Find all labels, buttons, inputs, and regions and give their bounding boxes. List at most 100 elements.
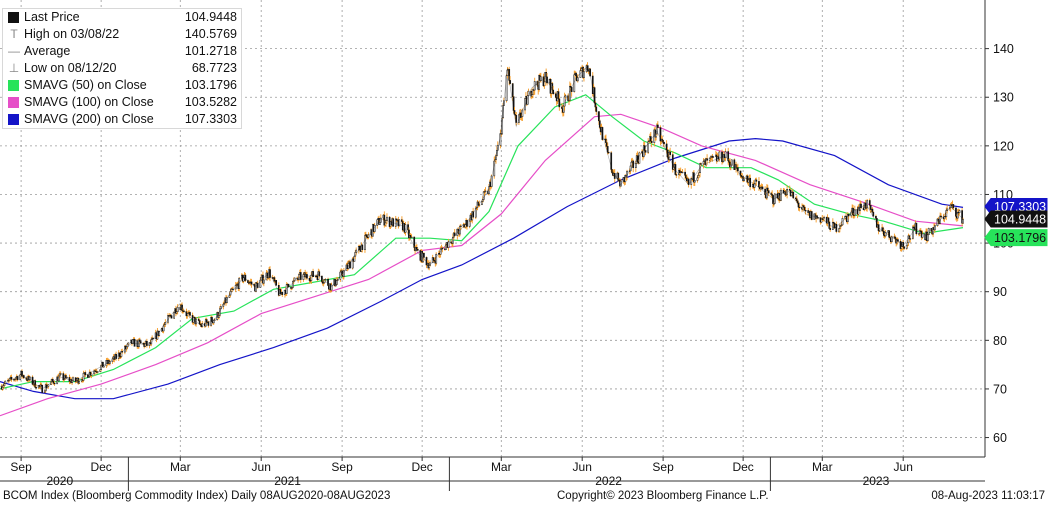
price-candle-body	[589, 68, 591, 77]
price-candle-body	[852, 207, 854, 216]
price-candle-body	[767, 190, 770, 194]
legend-label: SMAVG (50) on Close	[24, 78, 147, 92]
price-candle-body	[580, 68, 583, 71]
price-candle-body	[508, 69, 511, 81]
price-candle-body	[696, 177, 699, 181]
legend-value: 104.9448	[184, 10, 237, 24]
price-candle-body	[674, 164, 677, 175]
price-candle-body	[545, 72, 547, 78]
year-label: 2023	[863, 474, 890, 488]
last-value-marker-label: 107.3303	[994, 200, 1046, 214]
price-candle-body	[939, 215, 941, 224]
price-candle-body	[22, 375, 25, 379]
price-candle-body	[505, 75, 508, 102]
chart-legend: Last Price 104.9448 T High on 03/08/22 140.5…	[2, 8, 242, 129]
y-tick-label: 140	[993, 42, 1014, 56]
price-candle-body	[866, 200, 868, 209]
price-candle-body	[795, 198, 798, 202]
price-candle-body	[207, 321, 210, 326]
axes: 60708090100110120130140SepDecMarJunSepDe…	[0, 0, 1014, 491]
legend-entry: ⊥ Low on 08/12/20 68.7723	[3, 60, 241, 77]
price-candle-body	[281, 292, 284, 295]
legend-label: Last Price	[24, 10, 80, 24]
price-candle-body	[4, 380, 7, 384]
price-candle-body	[285, 284, 288, 294]
price-candle-body	[255, 282, 257, 292]
price-candle-body	[392, 218, 394, 227]
price-candle-body	[919, 230, 921, 234]
price-candle-body	[260, 276, 263, 281]
price-candle-body	[823, 216, 825, 219]
price-candle-body	[93, 370, 95, 375]
price-candle-body	[784, 191, 787, 195]
price-candle-body	[213, 319, 216, 321]
price-candle-body	[780, 189, 782, 201]
price-candle-body	[21, 370, 23, 377]
price-candle-body	[772, 195, 774, 204]
price-candle-body	[864, 202, 867, 209]
legend-entry: Last Price 104.9448	[3, 9, 241, 26]
price-candle-body	[242, 277, 245, 282]
price-candle-body	[515, 115, 518, 123]
price-candle-body	[343, 270, 345, 277]
price-candle-body	[78, 381, 81, 384]
last-value-marker-box	[984, 210, 1048, 228]
series-layer	[0, 62, 964, 417]
price-candle-body	[546, 76, 548, 84]
price-candle-body	[681, 171, 684, 174]
price-candle-body	[308, 277, 311, 281]
legend-swatch	[8, 12, 19, 23]
price-candle-body	[558, 98, 561, 108]
price-candle-body	[722, 160, 724, 163]
price-candle-body	[699, 163, 701, 174]
price-candle-body	[643, 145, 646, 151]
price-candle-body	[816, 215, 818, 218]
price-candle-body	[222, 303, 225, 307]
price-candle-body	[721, 151, 723, 162]
price-candle-body	[573, 74, 576, 92]
price-candle-body	[466, 220, 468, 227]
price-candle-body	[511, 83, 514, 97]
price-candle-body	[737, 167, 739, 172]
price-candle-body	[435, 253, 438, 264]
price-candle-body	[586, 65, 589, 71]
price-candle-body	[650, 140, 653, 143]
price-candle-body	[685, 175, 687, 179]
price-candle-body	[884, 232, 887, 237]
price-candle-body	[182, 310, 185, 313]
price-candle-body	[87, 374, 89, 378]
legend-marker-icon: —	[8, 44, 20, 58]
price-candle-body	[398, 219, 401, 227]
price-candle-body	[262, 279, 265, 284]
price-candle-body	[212, 320, 215, 324]
price-candle-body	[109, 361, 111, 364]
price-candle-body	[853, 209, 856, 216]
price-candle-body	[256, 283, 259, 288]
price-candle-body	[512, 96, 515, 111]
price-candle-body	[871, 208, 874, 213]
price-candle-body	[472, 211, 474, 218]
price-candle-body	[629, 165, 632, 172]
price-candle-body	[921, 233, 924, 238]
price-candle-body	[817, 217, 819, 219]
price-candle-body	[139, 341, 142, 344]
price-candle-body	[693, 180, 696, 183]
price-candle-body	[170, 315, 173, 319]
y-tick-label: 80	[993, 334, 1007, 348]
price-candle-body	[499, 133, 502, 146]
price-candle-body	[65, 377, 68, 379]
price-candle-body	[903, 246, 905, 249]
price-candle-body	[538, 75, 540, 90]
price-candle-body	[452, 236, 454, 244]
price-candle-body	[610, 152, 613, 170]
price-candle-body	[429, 262, 431, 266]
price-candle-body	[62, 373, 65, 381]
price-candle-body	[764, 188, 766, 195]
price-candle-body	[51, 378, 54, 382]
price-candle-body	[138, 339, 141, 342]
price-candle-body	[955, 207, 957, 217]
price-candle-body	[727, 151, 730, 161]
legend-marker-icon: ⊥	[8, 61, 20, 75]
price-candle-body	[478, 204, 481, 206]
